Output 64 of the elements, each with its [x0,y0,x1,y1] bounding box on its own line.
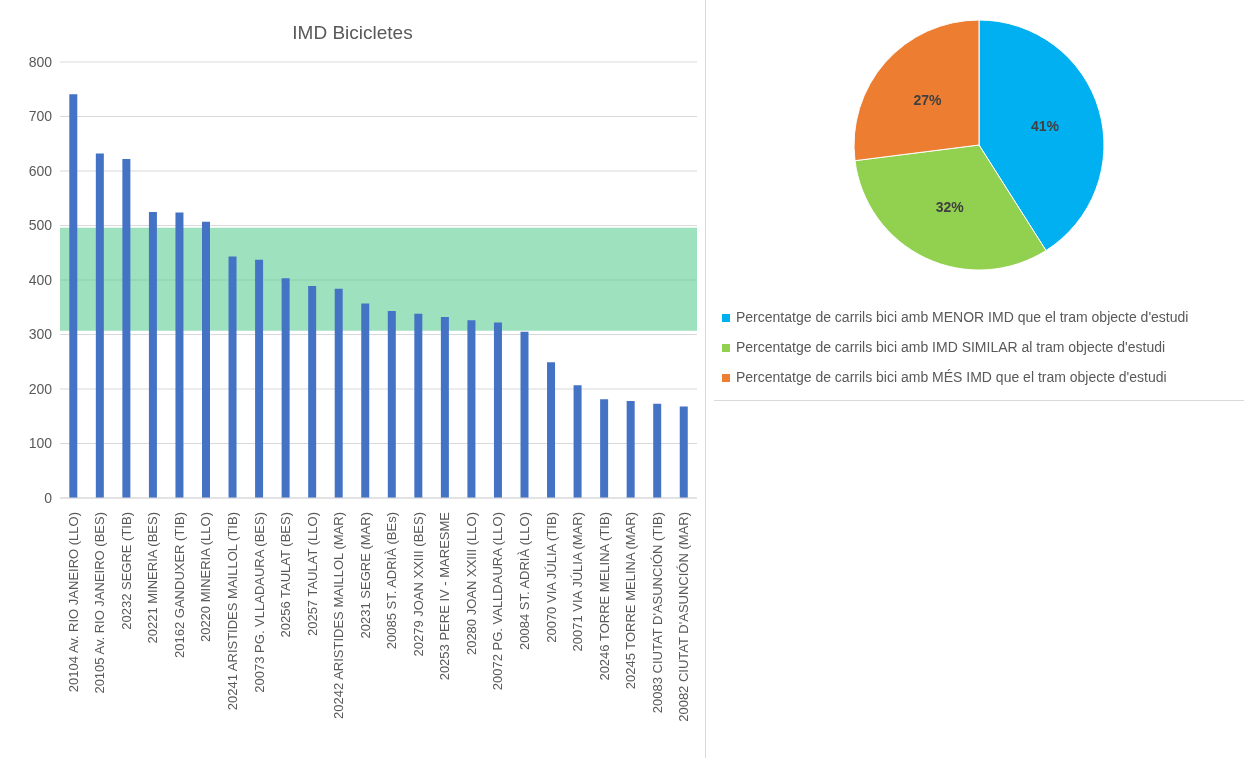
data-label: 27% [913,91,942,108]
bar [600,399,609,498]
bar [440,317,449,498]
x-tick-label: 20253 PERE IV - MARESME [437,511,453,681]
bar [122,159,131,498]
y-tick-label: 0 [44,489,53,506]
bar [361,303,370,498]
bar [148,211,157,498]
bar [255,259,264,498]
y-tick-label: 400 [28,271,53,288]
x-tick-label: 20232 SEGRE (TIB) [118,512,134,630]
bar [281,278,290,498]
bar [653,403,662,498]
bar [334,288,343,498]
bar [547,362,556,498]
x-tick-label: 20256 TAULAT (BES) [278,512,294,638]
x-tick-label: 20104 Av. RIO JANEIRO (LLO) [65,512,81,693]
bar [69,94,78,498]
legend-label: Percentatge de carrils bici amb MÉS IMD que el tram objecte d'estudi [736,369,1167,385]
y-tick-label: 600 [28,162,53,179]
x-tick-label: 20105 Av. RIO JANEIRO (BES) [92,512,108,694]
bar [626,400,635,498]
y-tick-label: 800 [28,53,53,70]
x-tick-label: 20280 JOAN XXIII (LLO) [463,512,479,656]
chart-title: IMD Bicicletes [291,22,414,44]
x-tick-label: 20162 GANDUXER (TIB) [171,512,187,658]
legend-label: Percentatge de carrils bici amb IMD SIMILAR al tram objecte d'estudi [736,339,1166,355]
x-tick-label: 20242 ARISTIDES MAILLOL (MAR) [331,512,347,719]
x-tick-label: 20083 CIUTAT D'ASUNCIÓN (TIB) [649,512,665,714]
data-label: 32% [935,199,965,216]
bar [175,212,184,498]
x-tick-label: 20231 SEGRE (MAR) [357,512,373,639]
y-tick-label: 500 [28,217,53,234]
bar [414,313,423,498]
bar [679,406,688,498]
bar [387,311,396,498]
bar [573,385,582,498]
x-tick-label: 20082 CIUTAT D'ASUNCIÓN (MAR) [676,512,692,722]
x-tick-label: 20085 ST. ADRIÀ (BEs) [384,512,400,650]
x-tick-label: 20220 MINERIA (LLO) [198,512,214,643]
bar [228,256,237,498]
x-tick-label: 20221 MINERIA (BES) [145,512,161,644]
x-tick-label: 20279 JOAN XXIII (BES) [410,512,426,657]
y-tick-label: 700 [28,108,53,125]
x-tick-label: 20084 ST. ADRIÀ (LLO) [516,512,532,651]
bar [95,153,104,498]
y-tick-label: 100 [28,435,53,452]
bar [493,322,502,498]
y-tick-label: 300 [28,326,53,343]
bar [202,221,210,498]
x-tick-label: 20246 TORRE MELINA (TIB) [596,512,612,681]
x-tick-label: 20073 PG. VLLADAURA (BES) [251,512,267,693]
x-tick-label: 20070 VIA JÚLIA (TIB) [543,512,559,643]
bar [520,331,529,498]
x-tick-label: 20241 ARISTIDES MAILLOL (TIB) [225,512,241,711]
data-label: 41% [1031,117,1060,134]
bar [308,286,317,498]
bar [467,320,476,498]
x-tick-label: 20071 VIA JÚLIA (MAR) [570,512,586,652]
x-tick-label: 20257 TAULAT (LLO) [304,512,320,637]
legend-label: Percentatge de carrils bici amb MENOR IMD que el tram objecte d'estudi [736,309,1189,325]
x-tick-label: 20072 PG. VALLDAURA (LLO) [490,512,506,691]
y-tick-label: 200 [28,380,53,397]
x-tick-label: 20245 TORRE MELINA (MAR) [623,512,639,690]
